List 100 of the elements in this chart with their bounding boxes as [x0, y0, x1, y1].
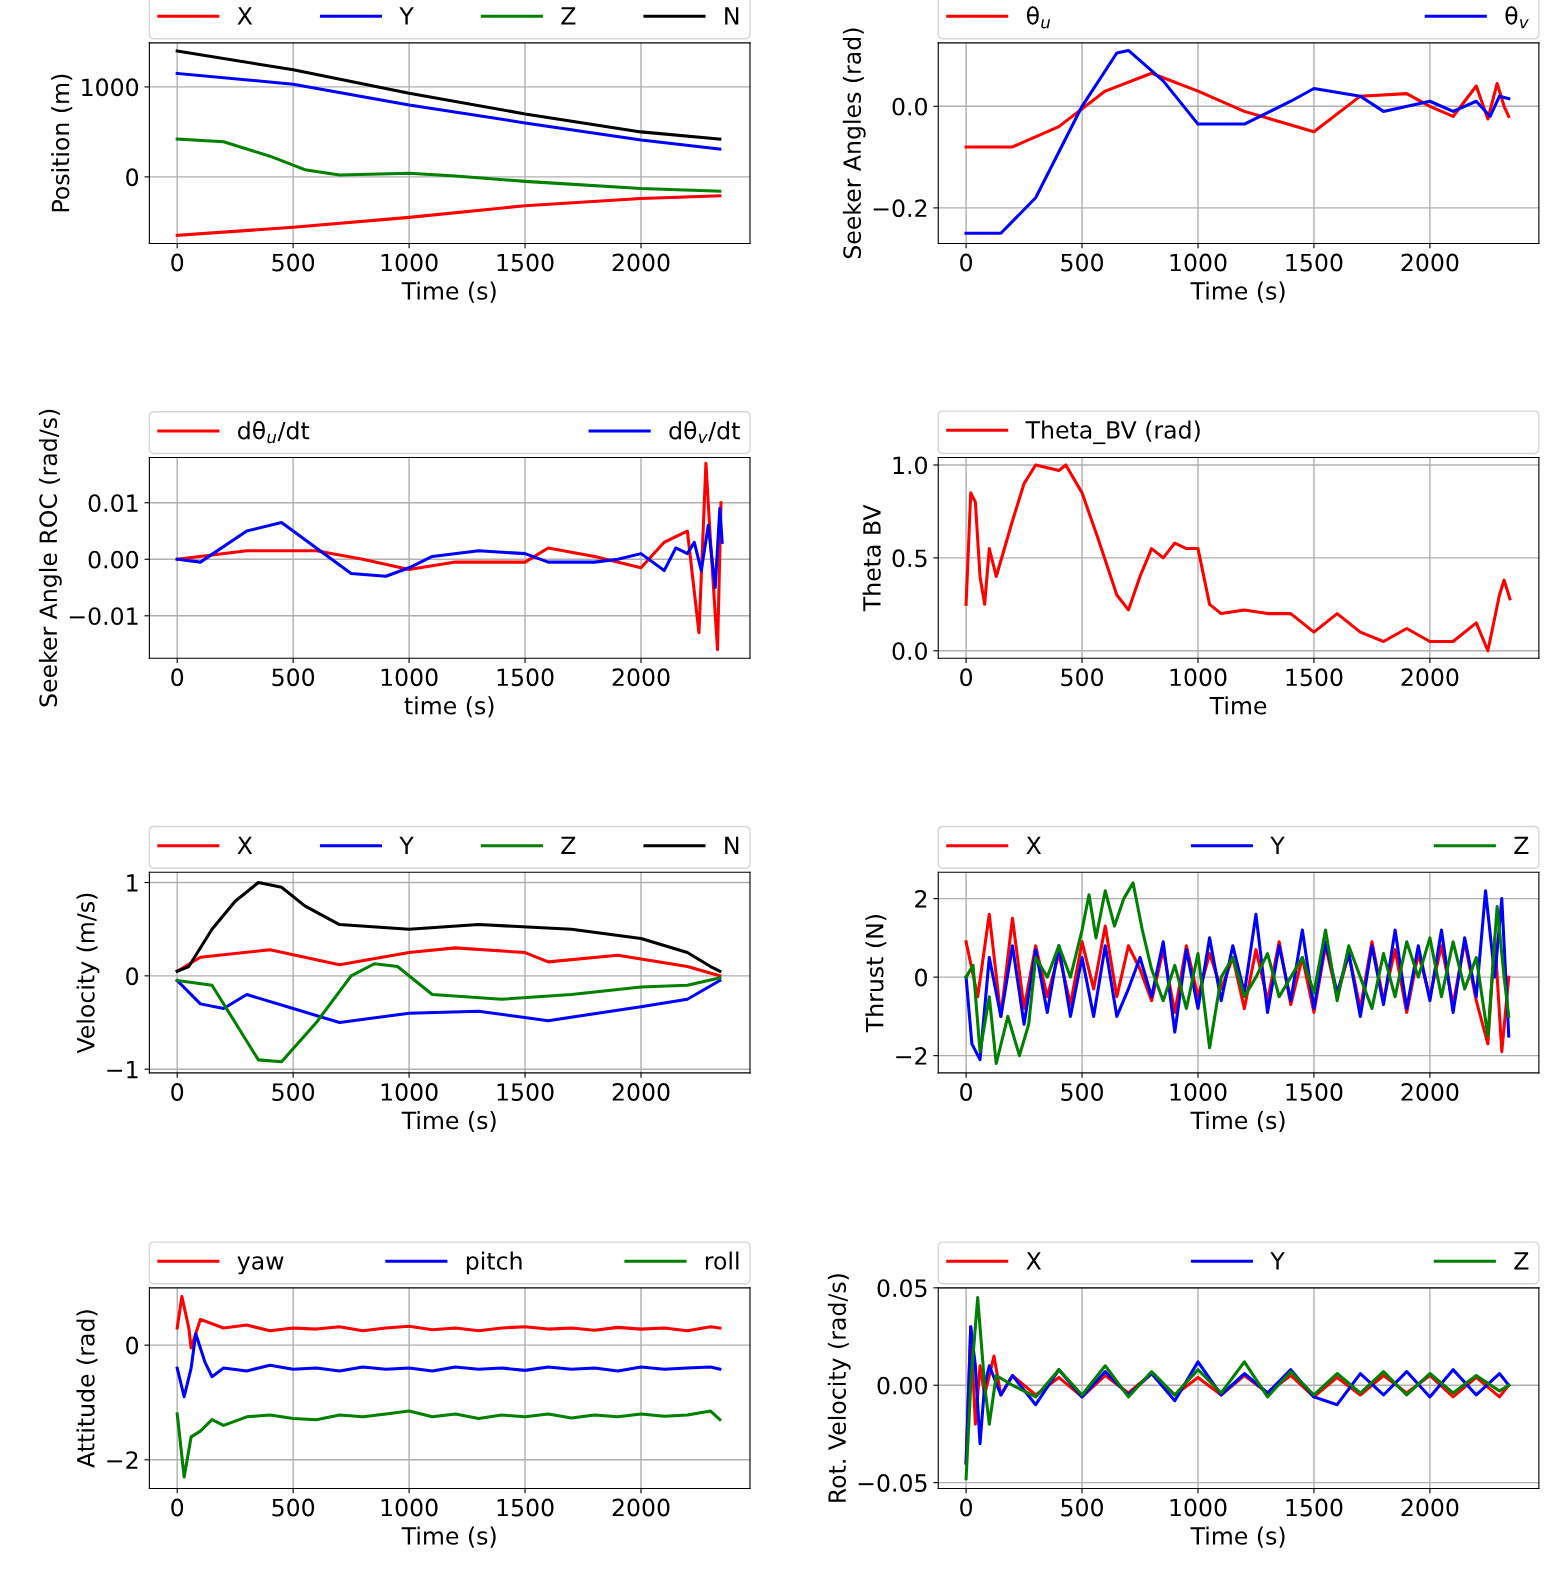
x-tick-label: 1500 — [497, 253, 554, 272]
x-tick-label: 2000 — [1401, 253, 1459, 272]
y-tick-label: 1 — [127, 874, 138, 892]
x-tick-label: 2000 — [612, 668, 670, 687]
line-series — [175, 1409, 722, 1479]
x-tick-label: 2000 — [612, 1083, 670, 1101]
y-tick-label: 0.01 — [88, 494, 138, 513]
x-tick-label: 500 — [1061, 253, 1104, 272]
legend-label: Z — [1514, 836, 1529, 854]
x-tick-label: 1500 — [497, 1498, 554, 1517]
y-axis-title: Theta BV — [862, 504, 881, 612]
x-tick-label: 1500 — [497, 1083, 554, 1101]
x-axis-title: time (s) — [404, 696, 494, 718]
y-axis-title: Attitude (rad) — [76, 1310, 98, 1468]
x-tick-label: 2000 — [612, 1498, 670, 1517]
x-tick-label: 1500 — [1286, 668, 1343, 687]
legend-label: X — [1026, 836, 1042, 854]
y-tick-label: 0.00 — [877, 1376, 927, 1395]
y-axis-title: Thrust (N) — [865, 915, 887, 1033]
y-axis-title: Seeker Angles (rad) — [842, 28, 866, 259]
x-axis-title: Time (s) — [401, 1526, 496, 1548]
legend-label: X — [237, 7, 253, 25]
y-tick-label: 0.05 — [877, 1279, 927, 1298]
x-tick-label: 500 — [1061, 668, 1104, 687]
legend-label: θ$_{v}$ — [1505, 6, 1529, 29]
line-series — [964, 48, 1511, 235]
x-tick-label: 1000 — [1170, 1083, 1227, 1101]
y-tick-label: 1000 — [82, 78, 139, 97]
y-tick-label: 0 — [126, 967, 139, 986]
x-tick-label: 500 — [1061, 1498, 1104, 1517]
x-tick-label: 500 — [272, 668, 315, 687]
y-axis-title: Velocity (m/s) — [76, 893, 100, 1054]
y-tick-label: 0 — [126, 168, 139, 187]
x-tick-label: 500 — [272, 1083, 315, 1101]
line-series — [175, 1294, 722, 1350]
y-tick-label: −0.2 — [873, 199, 927, 218]
x-axis-title: Time — [1209, 696, 1267, 715]
legend-label: yaw — [237, 1256, 284, 1275]
y-tick-label: 0 — [126, 1336, 139, 1355]
y-tick-label: 0.5 — [892, 549, 927, 568]
x-tick-label: 0 — [960, 253, 973, 272]
x-tick-label: 0 — [171, 668, 184, 687]
legend-label: dθ$_{u}$/dt — [238, 421, 310, 444]
y-tick-label: −2 — [107, 1451, 138, 1469]
y-tick-label: 1.0 — [893, 456, 927, 475]
line-series — [175, 137, 722, 193]
y-tick-label: −0.01 — [69, 607, 138, 626]
x-tick-label: 1500 — [1286, 1498, 1343, 1517]
x-tick-label: 2000 — [1401, 668, 1459, 687]
x-tick-label: 500 — [1061, 1083, 1104, 1101]
legend-label: X — [237, 836, 253, 854]
x-tick-label: 0 — [171, 1498, 184, 1517]
y-tick-label: −0.05 — [858, 1474, 927, 1492]
legend-label: X — [1026, 1252, 1042, 1270]
x-axis-title: Time (s) — [1190, 281, 1285, 303]
x-tick-label: 0 — [171, 253, 184, 272]
x-tick-label: 2000 — [612, 253, 670, 272]
legend-label: N — [725, 7, 739, 25]
x-tick-label: 500 — [272, 253, 315, 272]
y-tick-label: −2 — [896, 1047, 927, 1065]
x-axis-title: Time (s) — [1190, 1526, 1285, 1548]
line-series — [175, 881, 722, 973]
y-tick-label: 0.0 — [892, 642, 927, 661]
x-tick-label: 1000 — [381, 1083, 438, 1101]
y-axis-title: Position (m) — [51, 74, 73, 212]
x-axis-title: Time (s) — [401, 1111, 496, 1133]
line-series — [175, 979, 722, 1025]
legend-label: Y — [399, 836, 414, 854]
legend-label: Y — [1270, 836, 1285, 854]
x-tick-label: 1500 — [497, 668, 554, 687]
y-axis-title: Rot. Velocity (rad/s) — [827, 1274, 851, 1502]
y-tick-label: 0 — [915, 968, 927, 987]
x-tick-label: 1500 — [1286, 253, 1343, 272]
y-axis-title: Seeker Angle ROC (rad/s) — [38, 409, 62, 707]
line-series — [175, 962, 722, 1064]
x-tick-label: 0 — [960, 668, 973, 687]
line-series — [175, 49, 722, 141]
x-tick-label: 1000 — [381, 253, 438, 272]
line-series — [964, 463, 1512, 653]
line-series — [175, 506, 724, 590]
legend-label: Z — [1514, 1252, 1529, 1270]
y-tick-label: −1 — [107, 1060, 138, 1079]
legend-label: Y — [1270, 1252, 1285, 1270]
line-series — [175, 71, 722, 151]
x-axis-title: Time (s) — [1190, 1111, 1285, 1133]
legend-label: roll — [705, 1251, 739, 1270]
x-tick-label: 0 — [960, 1083, 973, 1101]
legend-label: θ$_{u}$ — [1026, 6, 1051, 29]
x-tick-label: 2000 — [1401, 1083, 1459, 1101]
line-series — [964, 71, 1511, 149]
x-tick-label: 1000 — [1170, 668, 1227, 687]
legend-label: Theta_BV (rad) — [1025, 420, 1200, 445]
legend-label: pitch — [466, 1251, 522, 1275]
line-series — [175, 1332, 722, 1399]
x-tick-label: 0 — [171, 1083, 184, 1101]
x-tick-label: 1000 — [1170, 253, 1227, 272]
x-tick-label: 1500 — [1286, 1083, 1343, 1101]
x-axis-title: Time (s) — [401, 281, 496, 303]
y-tick-label: 0.0 — [892, 97, 927, 116]
line-series — [175, 194, 722, 237]
